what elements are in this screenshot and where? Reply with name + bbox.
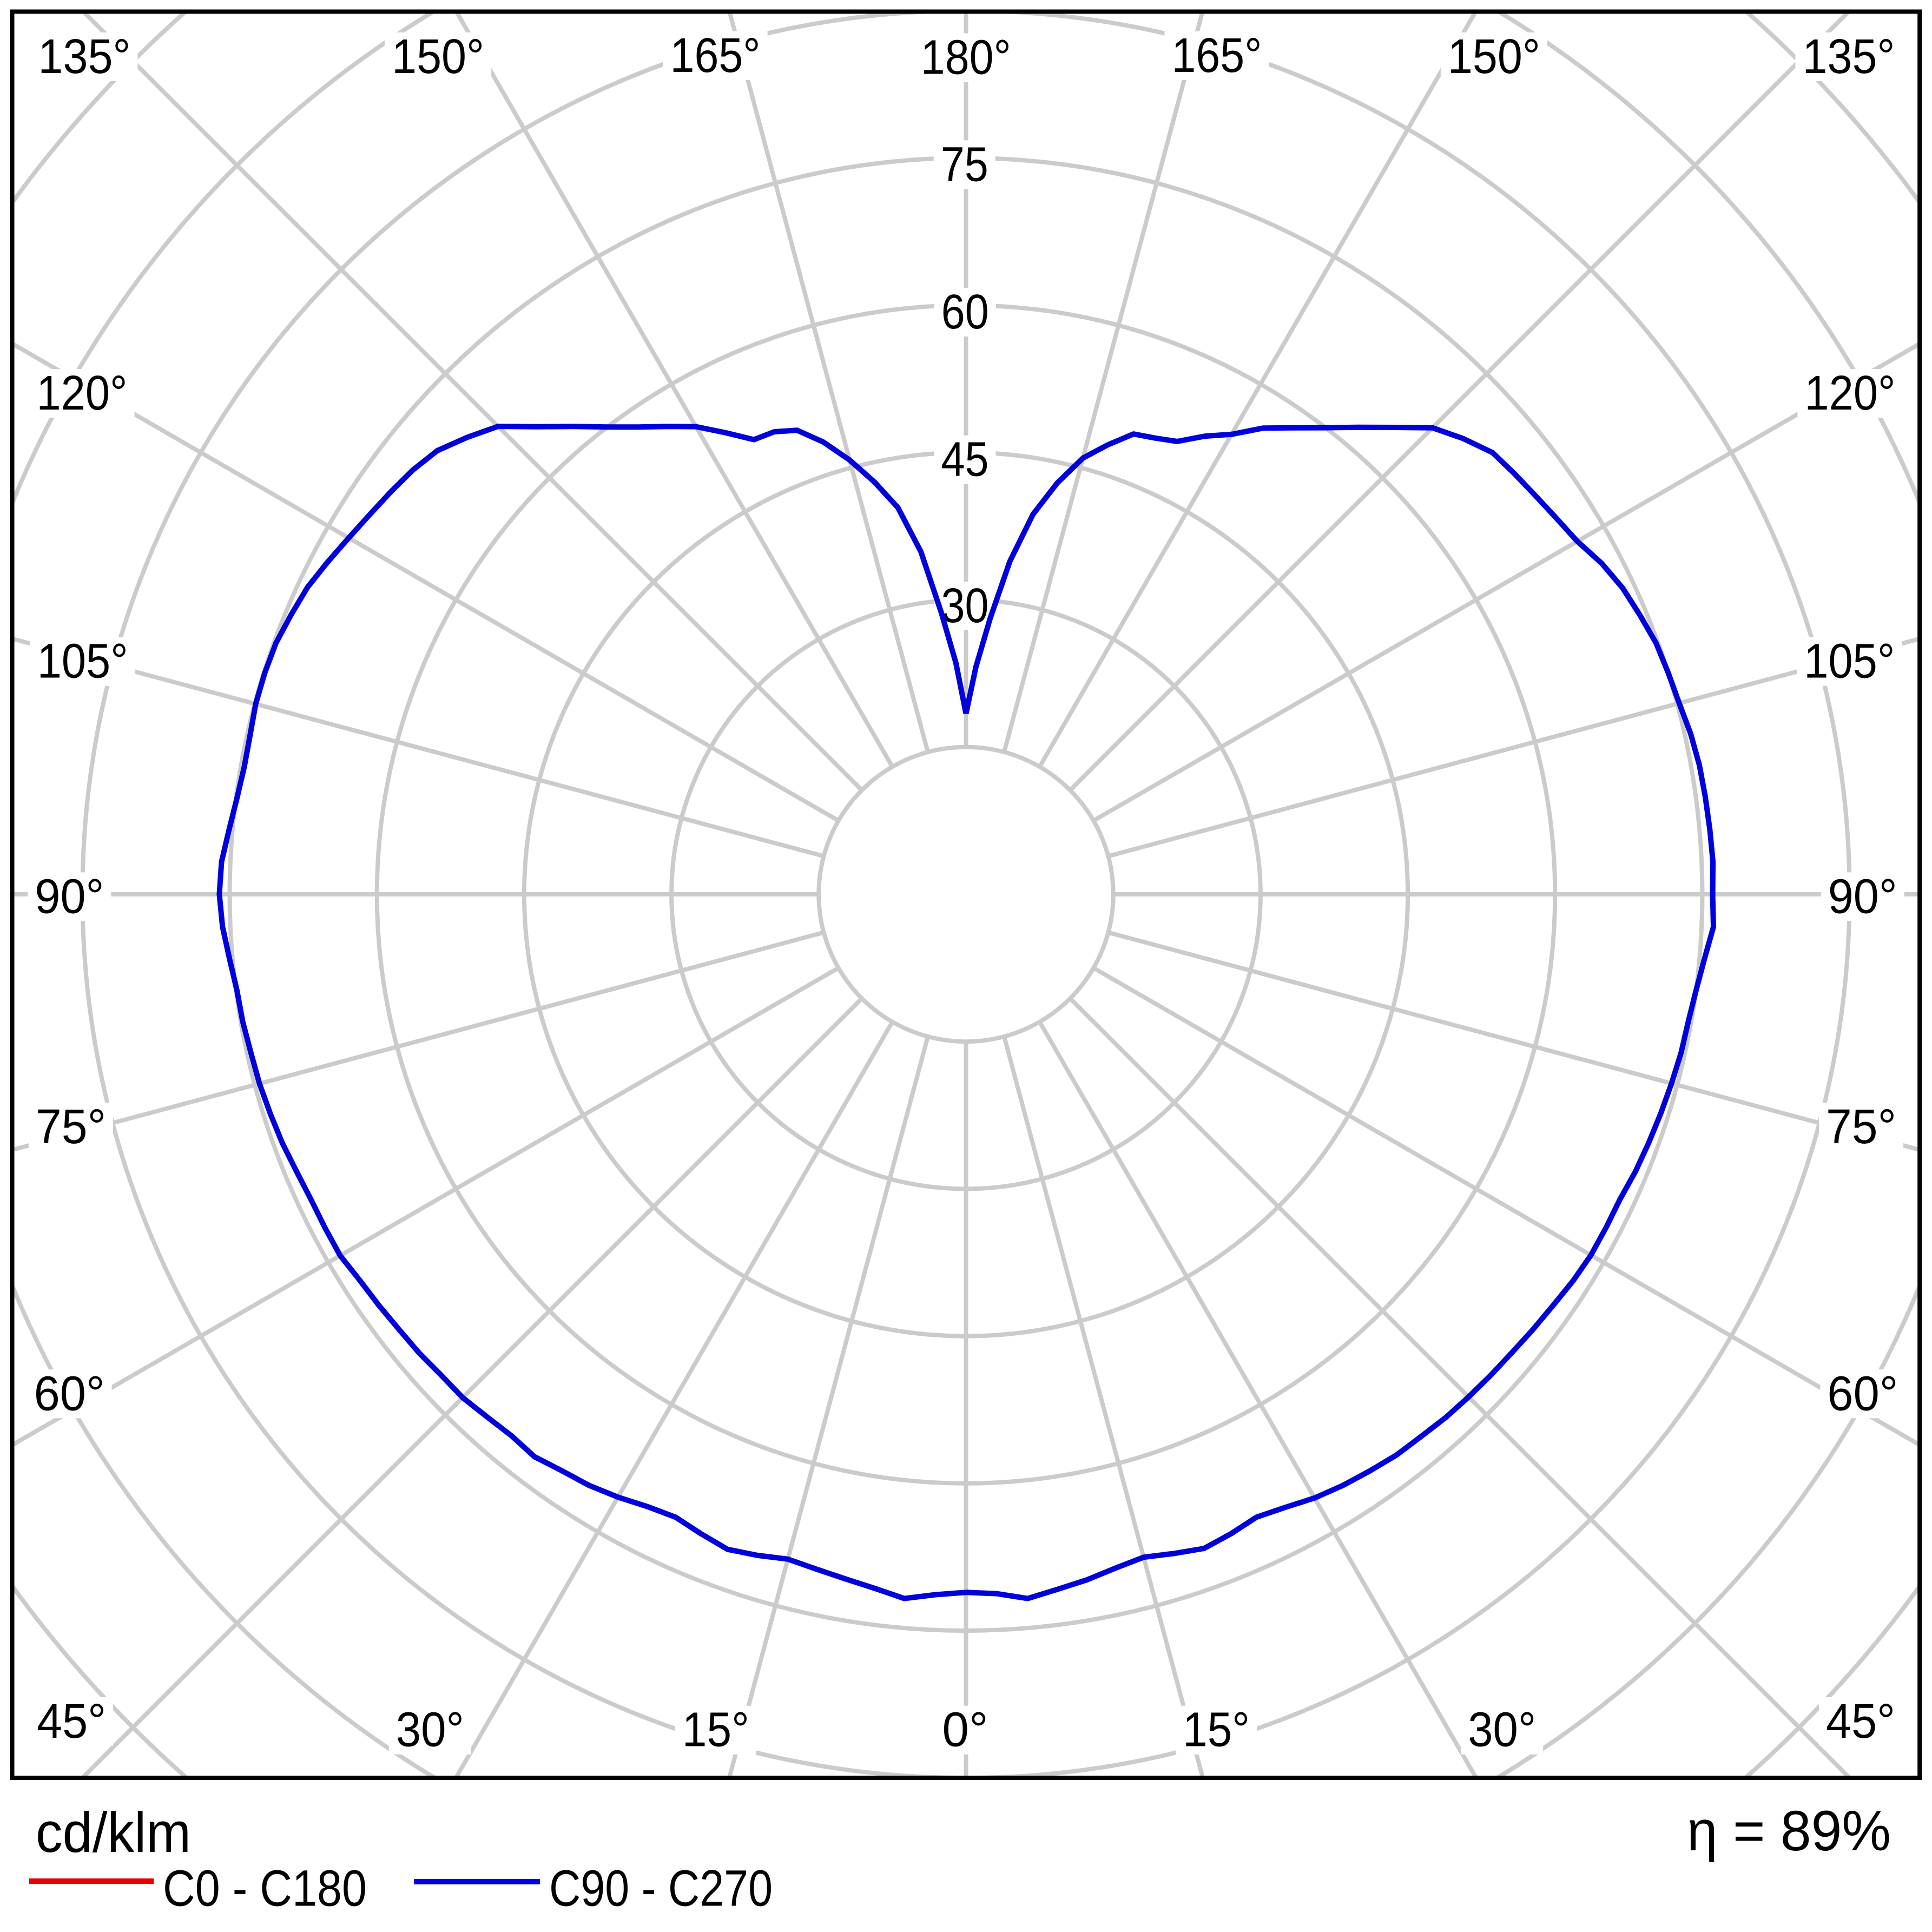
svg-text:15°: 15° [682,1703,749,1757]
svg-text:45°: 45° [1826,1694,1895,1749]
svg-text:30°: 30° [1468,1703,1536,1757]
svg-text:60°: 60° [34,1367,105,1421]
svg-text:cd/klm: cd/klm [36,1801,191,1864]
svg-text:15°: 15° [1183,1703,1250,1757]
svg-text:105°: 105° [37,635,128,689]
svg-text:135°: 135° [38,30,131,84]
svg-text:150°: 150° [392,30,484,84]
svg-text:180°: 180° [921,31,1011,85]
svg-text:30: 30 [941,579,989,633]
svg-text:30°: 30° [396,1703,464,1757]
svg-text:C0 - C180: C0 - C180 [163,1860,367,1917]
svg-text:η = 89%: η = 89% [1687,1799,1891,1863]
svg-text:120°: 120° [37,366,128,420]
svg-text:90°: 90° [1828,869,1897,924]
svg-text:90°: 90° [35,869,104,924]
svg-text:150°: 150° [1448,30,1540,84]
svg-text:0°: 0° [942,1703,988,1757]
svg-text:75°: 75° [1826,1100,1896,1154]
svg-text:60: 60 [941,285,989,339]
svg-text:120°: 120° [1805,366,1896,420]
svg-text:165°: 165° [670,29,761,83]
svg-text:45°: 45° [37,1694,106,1749]
svg-text:75°: 75° [36,1100,106,1154]
svg-text:105°: 105° [1804,635,1895,689]
svg-text:135°: 135° [1803,30,1895,84]
svg-text:165°: 165° [1172,29,1262,83]
svg-text:75: 75 [941,137,988,192]
svg-text:C90 - C270: C90 - C270 [549,1860,773,1917]
svg-text:60°: 60° [1827,1367,1898,1421]
svg-text:45: 45 [941,433,989,487]
